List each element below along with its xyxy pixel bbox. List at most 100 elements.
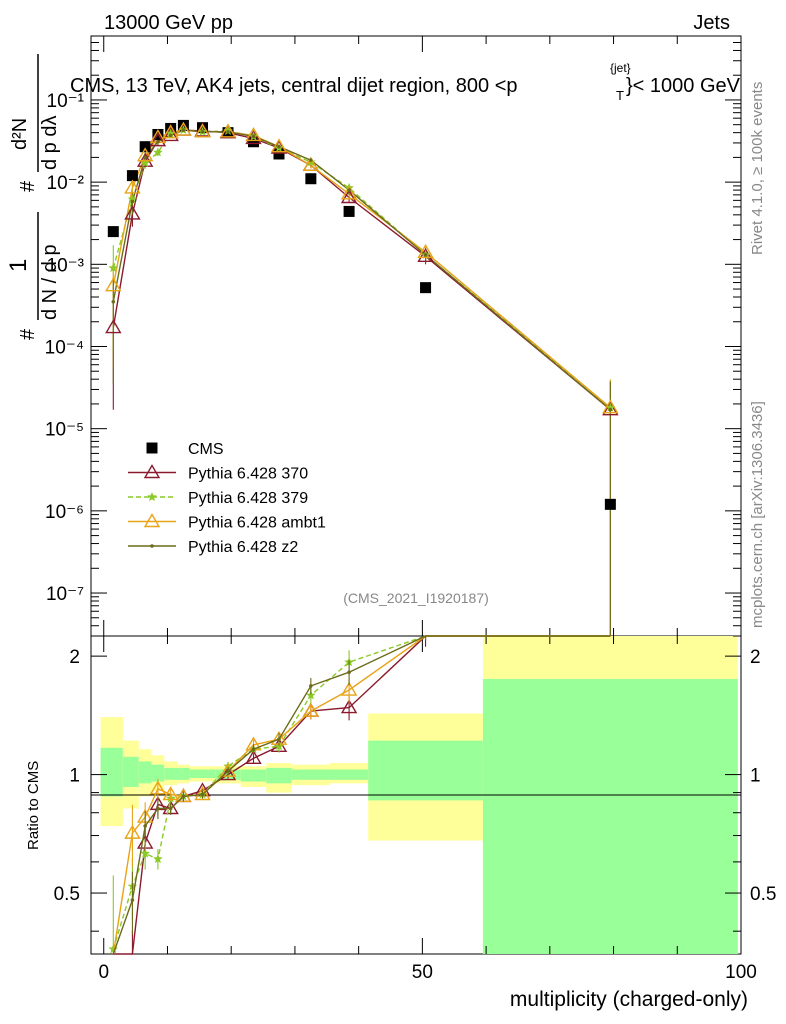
cms-data-point — [604, 498, 616, 510]
category-label: Jets — [693, 12, 730, 34]
mc-data-point — [340, 185, 358, 200]
title-subscript: T — [616, 88, 624, 103]
ratio-point — [194, 786, 211, 801]
legend-entry: Pythia 6.428 379 — [128, 490, 308, 507]
series-line-2 — [112, 129, 611, 409]
mc-data-point — [143, 155, 147, 160]
y-label-hash-2: # — [17, 180, 39, 192]
main-y-axis-label: # 1 d N / d p # d²N d p dλ — [5, 54, 61, 340]
mc-data-point — [162, 124, 179, 139]
y-tick-label: 10⁻⁵ — [45, 420, 84, 441]
series-line-1 — [112, 129, 611, 411]
ratio-point — [277, 737, 281, 742]
mc-data-point — [417, 243, 434, 259]
title-superscript: {jet} — [610, 61, 631, 75]
ratio-band-green — [177, 767, 190, 780]
ratio-point — [149, 780, 167, 795]
mc-data-point — [302, 156, 320, 172]
mc-data-point — [608, 407, 613, 412]
title-main: CMS, 13 TeV, AK4 jets, central dijet reg… — [70, 75, 518, 97]
cms-data-point — [248, 136, 259, 148]
x-tick-label: 50 — [412, 962, 433, 983]
title-tail: }< 1000 GeV — [626, 75, 741, 97]
mc-data-point — [105, 319, 122, 334]
mc-data-point — [423, 253, 428, 257]
mc-data-point — [245, 130, 262, 145]
ratio-axis-ticks: 0 50 100 0.5 0.5 1 1 2 2 — [54, 636, 776, 983]
mc-data-point — [219, 123, 237, 138]
series-line-4 — [112, 129, 611, 411]
ratio-point — [181, 794, 186, 799]
y-tick-label: 10⁻⁷ — [46, 584, 84, 605]
legend-marker — [143, 513, 161, 528]
ratio-band-green — [266, 767, 292, 784]
ratio-y-tick-label: 2 — [750, 647, 761, 668]
mc-data-point — [124, 179, 141, 194]
ratio-point — [140, 848, 150, 858]
mc-data-point — [153, 147, 163, 157]
cms-data-point — [343, 205, 355, 217]
ratio-point — [226, 769, 230, 774]
legend-label: Pythia 6.428 379 — [188, 490, 308, 507]
ratio-line-1 — [112, 635, 611, 950]
ratio-point — [340, 681, 358, 696]
ratio-y-tick-label: 0.5 — [750, 884, 776, 905]
ratio-band-green — [164, 767, 178, 780]
mc-data-point — [140, 158, 150, 168]
mc-data-point — [602, 401, 619, 416]
cms-data-point — [139, 141, 151, 153]
ratio-band-green — [368, 740, 483, 801]
ratio-point — [200, 792, 205, 797]
mc-data-point — [340, 189, 358, 204]
mc-data-point — [124, 205, 141, 220]
legend-label: CMS — [188, 441, 224, 458]
cms-data-point — [126, 170, 138, 182]
legend-marker — [147, 492, 157, 501]
mc-data-point — [605, 402, 616, 412]
ratio-band-green — [138, 761, 152, 784]
mc-data-point — [226, 129, 230, 134]
legend-label: Pythia 6.428 z2 — [188, 539, 298, 556]
y-tick-label: 10⁻⁶ — [45, 502, 84, 523]
x-tick-label: 100 — [725, 962, 757, 983]
y-label-one: 1 — [5, 259, 32, 272]
ratio-point — [130, 898, 135, 902]
y-label-hash: # — [17, 328, 39, 340]
mc-data-point — [602, 399, 619, 414]
legend-label: Pythia 6.428 ambt1 — [188, 515, 326, 532]
legend: CMS Pythia 6.428 370 Pythia 6.428 379 Pythi… — [128, 441, 326, 556]
ratio-band-green — [240, 769, 267, 782]
ratio-line-3 — [112, 635, 611, 955]
ratio-point — [168, 806, 173, 811]
ratio-point — [306, 690, 316, 700]
ratio-band-green — [100, 747, 123, 797]
legend-marker — [143, 464, 161, 479]
y-label-numerator: d²N — [9, 118, 31, 150]
y-label-denominator: d p dλ — [39, 116, 61, 170]
main-series-layer — [105, 119, 619, 636]
ratio-point — [302, 702, 320, 717]
ratio-point — [143, 824, 147, 828]
mc-data-point — [105, 277, 122, 292]
cms-data-point — [420, 282, 432, 294]
y-tick-label: 10⁻⁴ — [45, 337, 84, 358]
legend-entry: Pythia 6.428 370 — [128, 464, 308, 483]
series-line-3 — [112, 129, 611, 409]
ratio-band-green — [329, 769, 369, 780]
y-tick-label: 10⁻² — [47, 173, 85, 194]
ratio-point — [251, 747, 256, 752]
mc-data-point — [127, 194, 138, 204]
rivet-version-label: Rivet 4.1.0, ≥ 100k events — [749, 82, 766, 255]
ratio-series-layer — [108, 635, 611, 955]
cms-data-point — [305, 173, 317, 185]
ratio-y-tick-label: 0.5 — [54, 884, 80, 905]
ratio-band-green — [122, 756, 139, 787]
ratio-point — [153, 854, 163, 864]
ratio-band-green — [189, 769, 216, 779]
legend-label: Pythia 6.428 370 — [188, 466, 308, 483]
analysis-id-label: (CMS_2021_I1920187) — [343, 590, 489, 606]
ratio-point — [162, 786, 179, 801]
ratio-y-tick-label: 1 — [69, 766, 80, 787]
mc-data-point — [175, 121, 192, 136]
mc-data-point — [200, 129, 205, 134]
